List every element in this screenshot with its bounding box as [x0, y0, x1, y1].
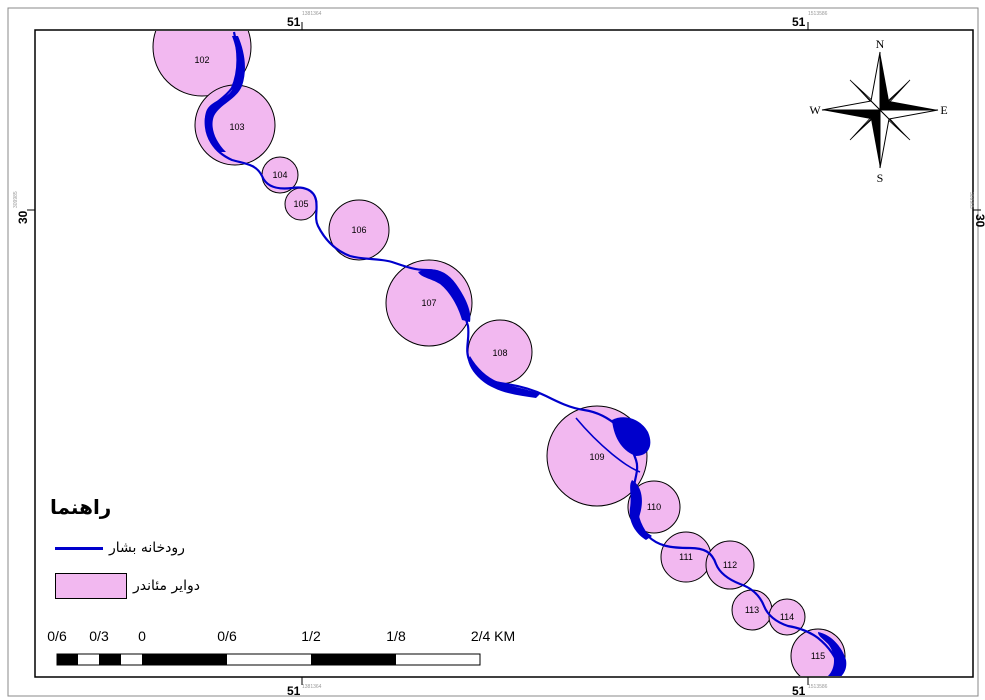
compass-rose: N S E W — [809, 37, 947, 185]
scale-label: 2/4 KM — [470, 628, 516, 644]
meander-circle-106 — [328, 199, 390, 261]
lon-label-top-right: 51 — [792, 15, 806, 29]
lat-label-right: 30 — [973, 214, 985, 228]
compass-north: N — [876, 37, 885, 51]
meander-circle-102 — [152, 31, 252, 97]
scale-label: 0/6 — [47, 628, 67, 644]
graticule: 51 1381364 51 1513586 51 1381364 51 1513… — [13, 11, 985, 698]
map-frame — [34, 29, 974, 678]
meander-label: 107 — [421, 298, 436, 308]
legend-circles-label: دواير مئاندر — [133, 578, 200, 594]
scale-label: 1/2 — [301, 628, 321, 644]
river-side-channel — [575, 417, 641, 473]
scale-label: 0/6 — [217, 628, 237, 644]
lat-minor-left: 309985 — [13, 191, 19, 208]
compass-west: W — [809, 103, 821, 117]
compass-south: S — [877, 171, 884, 185]
legend-title: راهنما — [50, 495, 112, 519]
lon-label-bottom-left: 51 — [287, 684, 301, 698]
scale-bar — [56, 653, 481, 666]
meander-label: 109 — [589, 452, 604, 462]
lon-minor-top-left: 1381364 — [302, 11, 322, 17]
meander-circle-112 — [705, 540, 755, 590]
lat-label-left: 30 — [16, 210, 30, 224]
meander-label: 113 — [745, 605, 759, 615]
legend-river-label: رودخانه بشار — [109, 540, 185, 556]
meander-label: 108 — [492, 348, 507, 358]
river-centerline — [204, 31, 842, 676]
meander-label: 111 — [679, 552, 693, 562]
meander-label: 104 — [272, 170, 287, 180]
scale-label: 0 — [138, 628, 146, 644]
meander-label: 102 — [194, 55, 209, 65]
scale-label: 1/8 — [386, 628, 406, 644]
lon-label-top-left: 51 — [287, 15, 301, 29]
scale-label: 0/3 — [89, 628, 109, 644]
compass-east: E — [940, 103, 947, 117]
meander-label: 115 — [811, 651, 825, 661]
meander-label: 112 — [723, 560, 737, 570]
legend-item-river: رودخانه بشار — [55, 540, 185, 556]
lon-minor-top-right: 1513586 — [808, 11, 828, 17]
lon-minor-bottom-left: 1381364 — [302, 684, 322, 690]
meander-circle-114 — [768, 598, 806, 636]
meander-label: 103 — [229, 122, 244, 132]
lon-label-bottom-right: 51 — [792, 684, 806, 698]
meander-label: 106 — [351, 225, 366, 235]
river-line-icon — [55, 546, 103, 550]
meander-label: 110 — [647, 502, 661, 512]
circle-swatch-icon — [55, 573, 127, 599]
outer-frame — [7, 7, 979, 697]
lat-minor-right: 309985 — [968, 192, 974, 209]
lon-minor-bottom-right: 1513586 — [808, 684, 828, 690]
meander-label: 105 — [293, 199, 308, 209]
legend-item-circles: دواير مئاندر — [55, 573, 200, 599]
compass-star-icon — [821, 51, 939, 169]
meander-label: 114 — [780, 612, 794, 622]
meander-labels: 102 103 104 105 106 107 108 109 110 111 … — [194, 55, 825, 661]
